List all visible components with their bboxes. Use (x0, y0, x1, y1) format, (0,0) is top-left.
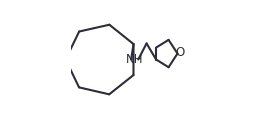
Text: NH: NH (126, 53, 143, 66)
Text: O: O (175, 46, 185, 59)
